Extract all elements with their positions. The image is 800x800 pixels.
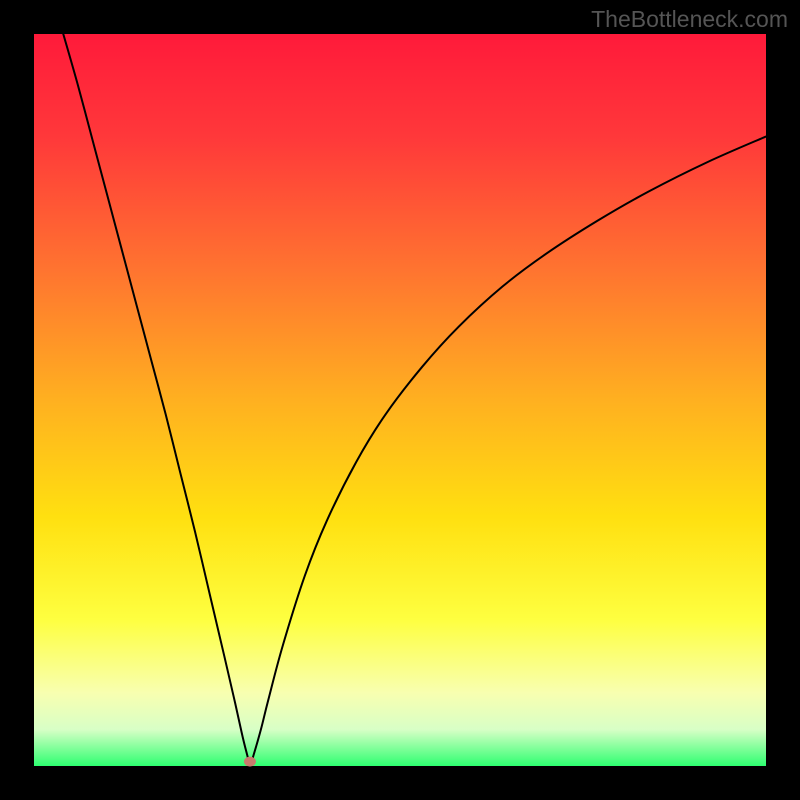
- bottleneck-chart: [0, 0, 800, 800]
- chart-container: TheBottleneck.com: [0, 0, 800, 800]
- min-marker: [244, 757, 256, 767]
- watermark-text: TheBottleneck.com: [591, 6, 788, 33]
